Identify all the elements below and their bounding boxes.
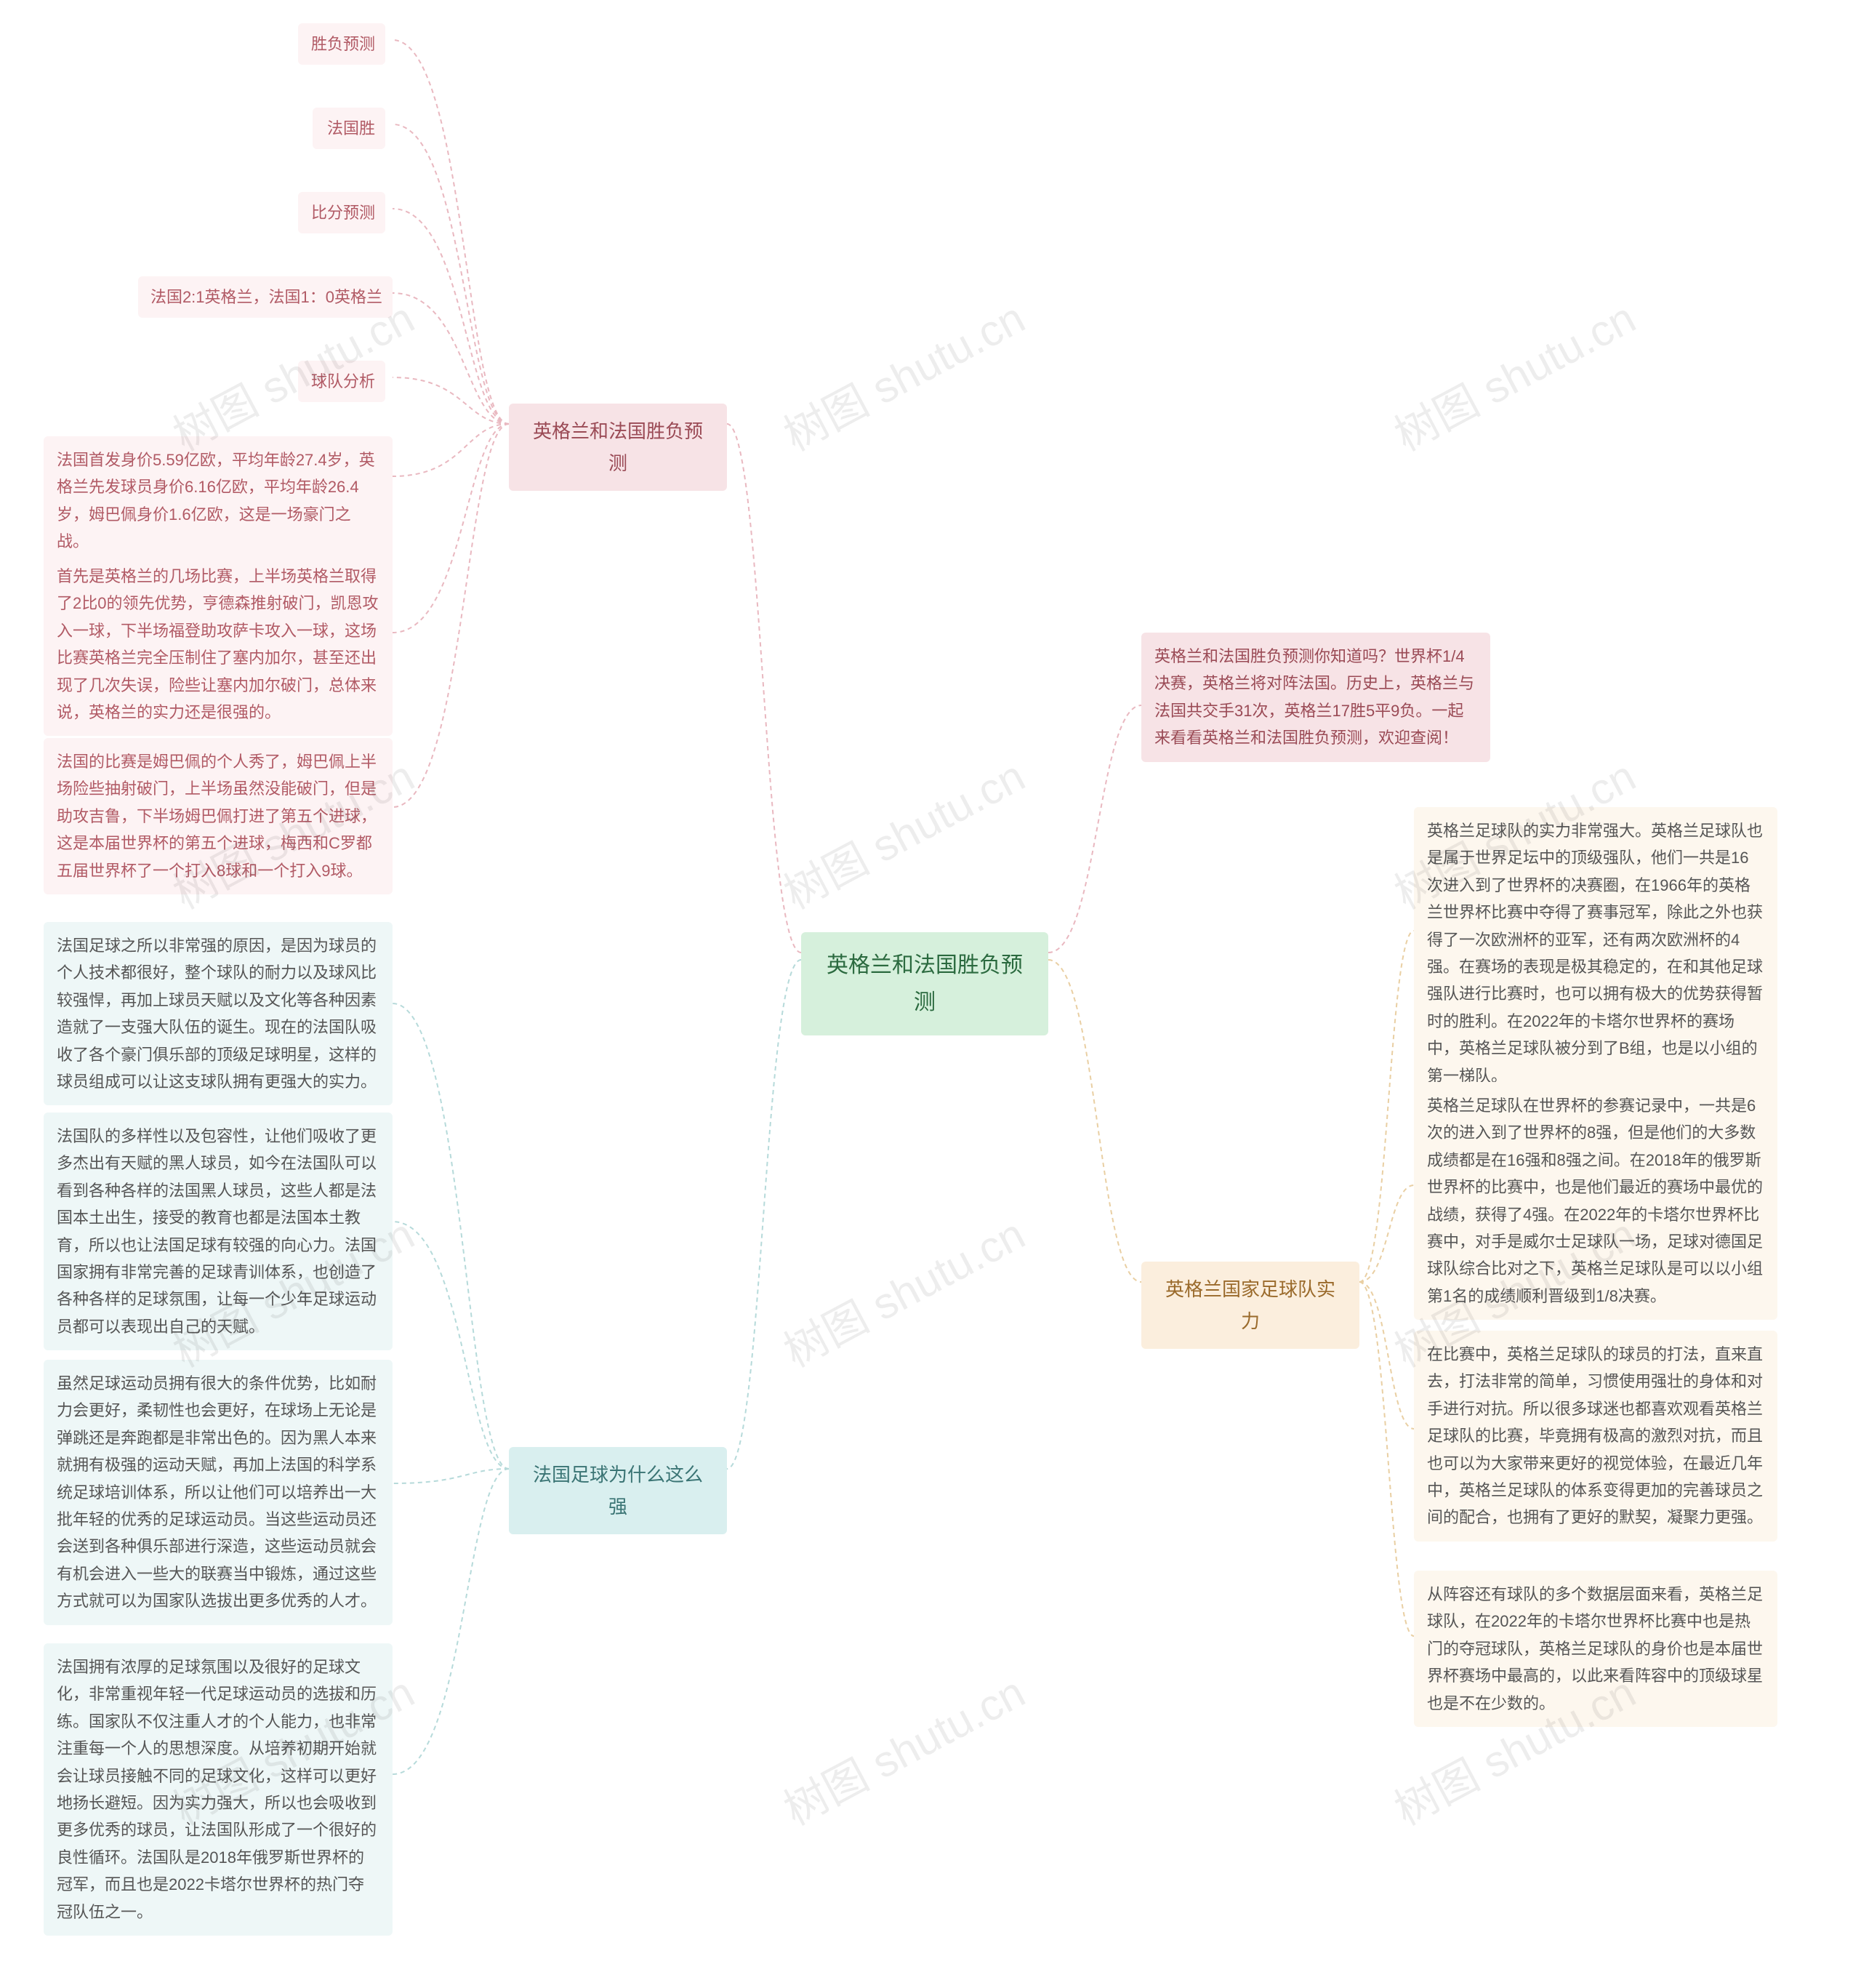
orange-leaf-2: 在比赛中，英格兰足球队的球员的打法，直来直去，打法非常的简单，习惯使用强壮的身体… [1414, 1331, 1777, 1542]
pink-leaf-2: 比分预测 [298, 192, 385, 233]
watermark: 树图 shutu.cn [771, 742, 1034, 921]
pink-leaf-4: 球队分析 [298, 361, 385, 402]
watermark: 树图 shutu.cn [771, 1658, 1034, 1837]
pink-leaf-6: 首先是英格兰的几场比赛，上半场英格兰取得了2比0的领先优势，亨德森推射破门，凯恩… [44, 553, 393, 736]
pink-leaf-7: 法国的比赛是姆巴佩的个人秀了，姆巴佩上半场险些抽射破门，上半场虽然没能破门，但是… [44, 738, 393, 894]
orange-leaf-0: 英格兰足球队的实力非常强大。英格兰足球队也是属于世界足坛中的顶级强队，他们一共是… [1414, 807, 1777, 1099]
watermark: 树图 shutu.cn [771, 284, 1034, 463]
teal-leaf-2: 虽然足球运动员拥有很大的条件优势，比如耐力会更好，柔韧性也会更好，在球场上无论是… [44, 1360, 393, 1625]
branch-pink[interactable]: 英格兰和法国胜负预测 [509, 404, 727, 491]
branch-orange[interactable]: 英格兰国家足球队实力 [1141, 1262, 1359, 1349]
pink-leaf-3: 法国2:1英格兰，法国1：0英格兰 [138, 276, 393, 318]
intro-node: 英格兰和法国胜负预测你知道吗？世界杯1/4决赛，英格兰将对阵法国。历史上，英格兰… [1141, 633, 1490, 762]
teal-leaf-1: 法国队的多样性以及包容性，让他们吸收了更多杰出有天赋的黑人球员，如今在法国队可以… [44, 1113, 393, 1350]
orange-leaf-1: 英格兰足球队在世界杯的参赛记录中，一共是6次的进入到了世界杯的8强，但是他们的大… [1414, 1082, 1777, 1320]
pink-leaf-5: 法国首发身价5.59亿欧，平均年龄27.4岁，英格兰先发球员身价6.16亿欧，平… [44, 436, 393, 566]
branch-teal[interactable]: 法国足球为什么这么强 [509, 1447, 727, 1534]
watermark: 树图 shutu.cn [1382, 284, 1645, 463]
teal-leaf-0: 法国足球之所以非常强的原因，是因为球员的个人技术都很好，整个球队的耐力以及球风比… [44, 922, 393, 1105]
orange-leaf-3: 从阵容还有球队的多个数据层面来看，英格兰足球队，在2022年的卡塔尔世界杯比赛中… [1414, 1571, 1777, 1727]
watermark: 树图 shutu.cn [771, 1200, 1034, 1379]
pink-leaf-0: 胜负预测 [298, 23, 385, 65]
teal-leaf-3: 法国拥有浓厚的足球氛围以及很好的足球文化，非常重视年轻一代足球运动员的选拔和历练… [44, 1643, 393, 1936]
center-node[interactable]: 英格兰和法国胜负预测 [801, 932, 1048, 1035]
pink-leaf-1: 法国胜 [313, 108, 385, 149]
